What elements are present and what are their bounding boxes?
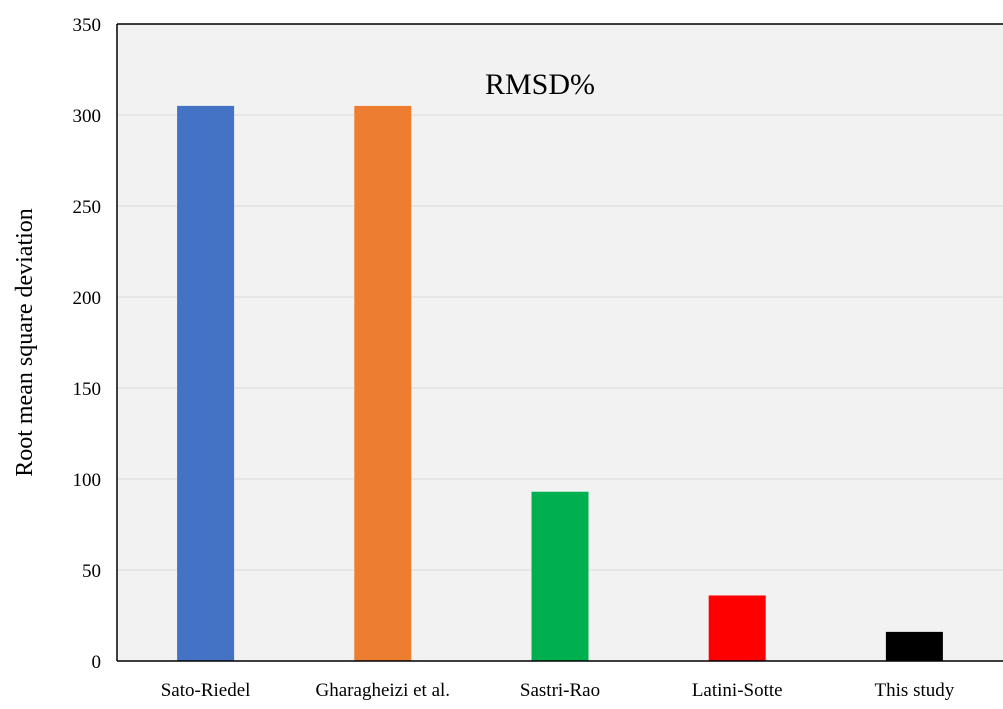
y-tick-label: 150 xyxy=(73,379,102,400)
x-category-label: Latini-Sotte xyxy=(692,680,783,701)
x-category-label: Sastri-Rao xyxy=(520,680,600,701)
bar-latini-sotte xyxy=(708,595,766,661)
y-tick-label: 200 xyxy=(73,288,102,309)
y-tick-label: 0 xyxy=(92,652,102,673)
y-tick-label: 300 xyxy=(73,106,102,127)
bar-this-study xyxy=(885,631,943,661)
y-tick-labels: 0 50 100 150 200 250 300 350 xyxy=(73,15,102,673)
x-category-label: Gharagheizi et al. xyxy=(316,680,451,701)
x-category-label: This study xyxy=(875,680,955,701)
x-category-labels: Sato-Riedel Gharagheizi et al. Sastri-Rao L… xyxy=(161,680,955,701)
gridlines xyxy=(117,114,1003,571)
y-tick-label: 350 xyxy=(73,15,102,36)
y-axis-title: Root mean square deviation xyxy=(12,208,38,477)
y-tick-label: 100 xyxy=(73,470,102,491)
bar-sastri-rao xyxy=(531,491,589,661)
chart-title: RMSD% xyxy=(485,68,595,101)
bar-gharagheizi-et-al xyxy=(354,105,412,661)
bars xyxy=(177,105,943,661)
axes xyxy=(116,23,1003,662)
bar-sato-riedel xyxy=(177,105,235,661)
y-tick-label: 250 xyxy=(73,197,102,218)
y-tick-label: 50 xyxy=(82,561,101,582)
x-category-label: Sato-Riedel xyxy=(161,680,251,701)
